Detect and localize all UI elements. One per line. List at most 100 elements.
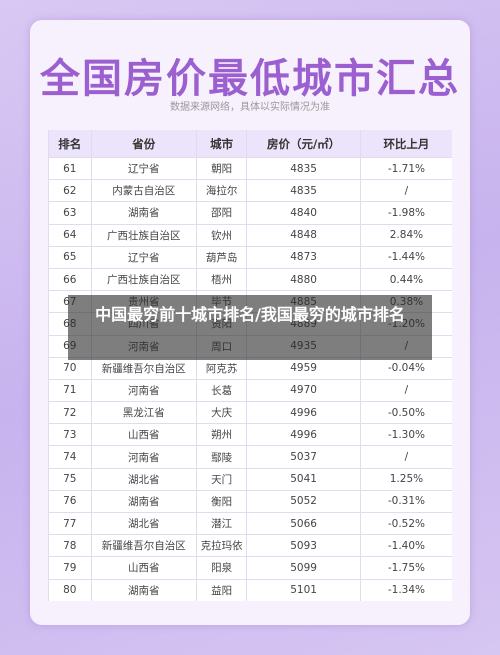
- row: 64 广西壮族自治区 钦州 4848 2.84%: [48, 223, 452, 247]
- header-row: 排名 省份 城市 房价（元/㎡） 环比上月: [48, 130, 452, 158]
- row: 75 湖北省 天门 5041 1.25%: [48, 467, 452, 491]
- cell: 1.25%: [359, 467, 452, 491]
- cell: -0.31%: [359, 489, 452, 513]
- row: 63 湖南省 邵阳 4840 -1.98%: [48, 201, 452, 225]
- cell: 朔州: [195, 423, 247, 446]
- row: 61 辽宁省 朝阳 4835 -1.71%: [48, 156, 452, 180]
- cell: 内蒙古自治区: [90, 179, 197, 202]
- cell: 5093: [246, 534, 361, 557]
- cell: 山西省: [90, 423, 197, 446]
- cell: 71: [48, 378, 92, 402]
- cell: 湖北省: [90, 511, 197, 535]
- cell: 5099: [246, 556, 361, 580]
- cell: 2.84%: [359, 223, 452, 247]
- cell: 74: [48, 445, 92, 469]
- cell: -1.71%: [359, 156, 452, 180]
- cell: 5037: [246, 445, 361, 469]
- cell: 64: [48, 223, 92, 247]
- cell: 钦州: [195, 223, 247, 247]
- row: 76 湖南省 衡阳 5052 -0.31%: [48, 489, 452, 513]
- row: 65 辽宁省 葫芦岛 4873 -1.44%: [48, 245, 452, 269]
- cell: -0.50%: [359, 401, 452, 424]
- row: 77 湖北省 潜江 5066 -0.52%: [48, 511, 452, 535]
- cell: -1.40%: [359, 534, 452, 557]
- cell: 湖南省: [90, 201, 197, 225]
- cell: -0.04%: [359, 356, 452, 380]
- subtitle: 数据来源网络，具体以实际情况为准: [170, 102, 330, 113]
- cell: /: [359, 378, 452, 402]
- cell: 克拉玛依: [195, 534, 247, 557]
- column-header: 环比上月: [359, 130, 452, 158]
- column-header: 排名: [48, 130, 92, 158]
- cell: 5052: [246, 489, 361, 513]
- cell: 76: [48, 489, 92, 513]
- row: 74 河南省 鄢陵 5037/: [48, 445, 452, 469]
- column-header: 省份: [90, 130, 197, 158]
- cell: 4848: [246, 223, 361, 247]
- cell: 梧州: [195, 267, 247, 291]
- cell: /: [359, 445, 452, 469]
- cell: 湖南省: [90, 489, 197, 513]
- cell: /: [359, 179, 452, 202]
- cell: 4873: [246, 245, 361, 269]
- cell: 海拉尔: [195, 179, 247, 202]
- row: 79 山西省 阳泉 5099 -1.75%: [48, 556, 452, 580]
- cell: 广西壮族自治区: [90, 223, 197, 247]
- cell: 长葛: [195, 378, 247, 402]
- cell: -1.34%: [359, 578, 452, 601]
- cell: 4959: [246, 356, 361, 380]
- row: 80 湖南省 益阳 5101 -1.34%: [48, 578, 452, 601]
- cell: 新疆维吾尔自治区: [90, 534, 197, 557]
- caption: 中国最穷前十城市排名/我国最穷的城市排名: [95, 305, 405, 324]
- row: 66 广西壮族自治区 梧州 4880 0.44%: [48, 267, 452, 291]
- cell: 65: [48, 245, 92, 269]
- cell: 63: [48, 201, 92, 225]
- cell: 5101: [246, 578, 361, 601]
- cell: 72: [48, 401, 92, 424]
- cell: 5066: [246, 511, 361, 535]
- cell: 葫芦岛: [195, 245, 247, 269]
- cell: 4880: [246, 267, 361, 291]
- cell: 天门: [195, 467, 247, 491]
- row: 73 山西省 朔州 4996 -1.30%: [48, 423, 452, 446]
- cell: 78: [48, 534, 92, 557]
- cell: 邵阳: [195, 201, 247, 225]
- cell: 4835: [246, 156, 361, 180]
- cell: 73: [48, 423, 92, 446]
- title: 全国房价最低城市汇总: [40, 56, 460, 102]
- cell: 辽宁省: [90, 245, 197, 269]
- cell: -1.30%: [359, 423, 452, 446]
- cell: -1.75%: [359, 556, 452, 580]
- cell: 鄢陵: [195, 445, 247, 469]
- cell: 4840: [246, 201, 361, 225]
- cell: 阳泉: [195, 556, 247, 580]
- cell: 79: [48, 556, 92, 580]
- cell: 阿克苏: [195, 356, 247, 380]
- cell: 衡阳: [195, 489, 247, 513]
- cell: -0.52%: [359, 511, 452, 535]
- row: 78 新疆维吾尔自治区 克拉玛依 5093 -1.40%: [48, 534, 452, 557]
- cell: 66: [48, 267, 92, 291]
- cell: 新疆维吾尔自治区: [90, 356, 197, 380]
- cell: 河南省: [90, 445, 197, 469]
- cell: 5041: [246, 467, 361, 491]
- cell: 朝阳: [195, 156, 247, 180]
- cell: 4996: [246, 401, 361, 424]
- cell: 4835: [246, 179, 361, 202]
- row: 71 河南省 长葛 4970/: [48, 378, 452, 402]
- cell: 湖北省: [90, 467, 197, 491]
- cell: 75: [48, 467, 92, 491]
- cell: 80: [48, 578, 92, 601]
- row: 70 新疆维吾尔自治区 阿克苏 4959 -0.04%: [48, 356, 452, 380]
- caption-overlay: 中国最穷前十城市排名/我国最穷的城市排名: [68, 295, 432, 360]
- cell: 77: [48, 511, 92, 535]
- cell: -1.98%: [359, 201, 452, 225]
- cell: 河南省: [90, 378, 197, 402]
- cell: 辽宁省: [90, 156, 197, 180]
- cell: 4970: [246, 378, 361, 402]
- cell: 70: [48, 356, 92, 380]
- cell: 益阳: [195, 578, 247, 601]
- column-header: 城市: [195, 130, 247, 158]
- cell: 黑龙江省: [90, 401, 197, 424]
